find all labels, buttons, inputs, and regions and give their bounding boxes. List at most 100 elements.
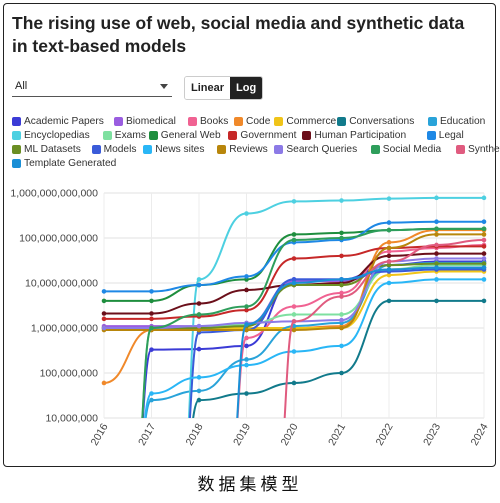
data-point	[291, 319, 297, 324]
data-point	[481, 251, 487, 256]
data-point	[101, 380, 107, 386]
data-point	[244, 211, 249, 216]
legend-item[interactable]: Academic Papers	[12, 116, 104, 127]
legend-label: General Web	[160, 130, 221, 141]
data-point	[481, 298, 487, 304]
data-point	[434, 261, 439, 266]
data-point	[244, 357, 249, 362]
legend-swatch	[302, 131, 312, 140]
legend-item[interactable]: Legal	[426, 130, 464, 141]
legend-swatch	[228, 131, 238, 140]
legend-label: Models	[103, 144, 137, 155]
data-point	[149, 397, 154, 403]
legend-item[interactable]: Exams	[102, 130, 146, 141]
y-tick-label: 10,000,000	[45, 413, 98, 425]
legend-swatch	[143, 145, 153, 154]
legend-swatch	[456, 145, 465, 154]
legend-label: News sites	[155, 144, 205, 155]
legend-label: Conversations	[349, 116, 415, 127]
legend-item[interactable]: Commerce	[274, 116, 336, 127]
data-point	[101, 316, 107, 322]
data-point	[434, 226, 439, 232]
legend-item[interactable]: Books	[188, 116, 228, 127]
legend-label: Education	[440, 116, 486, 127]
legend-item[interactable]: Government	[228, 130, 296, 141]
data-point	[149, 298, 154, 304]
x-tick-label: 2020	[279, 421, 301, 447]
legend-item[interactable]: Synthetic	[456, 144, 500, 155]
data-point	[481, 265, 487, 270]
figure-caption: 数据集模型	[197, 475, 303, 495]
data-point	[101, 289, 107, 294]
data-point	[434, 298, 439, 304]
legend-item[interactable]: Encyclopedias	[12, 130, 90, 141]
data-point	[244, 322, 249, 327]
legend-label: Reviews	[229, 144, 268, 155]
y-tick-label: 1,000,000,000,000	[10, 188, 98, 200]
dataset-filter-dropdown[interactable]: All	[12, 77, 172, 97]
data-point	[196, 301, 202, 306]
data-point	[339, 290, 344, 296]
legend-label: Human Participation	[314, 130, 407, 141]
x-tick-label: 2018	[184, 421, 206, 447]
data-point	[481, 226, 487, 232]
legend-item[interactable]: Biomedical	[114, 116, 176, 127]
legend-swatch	[217, 145, 227, 154]
data-point	[244, 304, 249, 309]
legend-item[interactable]: Reviews	[217, 144, 268, 155]
data-point	[196, 375, 202, 380]
data-point	[244, 362, 249, 368]
legend-item[interactable]: Template Generated	[12, 158, 116, 169]
legend-item[interactable]: ML Datasets	[12, 144, 81, 155]
scale-log-button[interactable]: Log	[230, 77, 263, 99]
legend-swatch	[91, 145, 101, 154]
x-tick-label: 2017	[136, 421, 158, 447]
y-tick-label: 10,000,000,000	[25, 278, 98, 290]
legend-item[interactable]: Code	[234, 116, 270, 127]
data-point	[244, 287, 249, 293]
legend-item[interactable]: Education	[428, 116, 485, 127]
data-point	[291, 349, 297, 354]
data-point	[149, 311, 154, 316]
legend-item[interactable]: Social Media	[370, 144, 441, 155]
x-tick-label: 2023	[421, 421, 443, 447]
data-point	[339, 370, 344, 376]
legend-item[interactable]: Search Queries	[274, 144, 357, 155]
scale-toggle: Linear Log	[184, 76, 264, 100]
legend-item[interactable]: Human Participation	[302, 130, 406, 141]
legend-item[interactable]: News sites	[143, 144, 204, 155]
data-point	[481, 195, 487, 201]
data-point	[196, 282, 202, 288]
data-point	[244, 343, 249, 349]
data-point	[481, 261, 487, 266]
legend-label: Commerce	[286, 116, 337, 127]
scale-linear-button[interactable]: Linear	[185, 77, 231, 99]
data-point	[196, 327, 202, 333]
dataset-filter-value: All	[15, 80, 28, 92]
data-point	[434, 277, 439, 282]
series-line	[236, 243, 485, 418]
data-point	[386, 280, 392, 286]
data-point	[196, 323, 202, 329]
legend-swatch	[234, 117, 243, 126]
legend-swatch	[426, 131, 436, 140]
legend-swatch	[102, 131, 112, 140]
data-point	[244, 335, 249, 341]
legend-item[interactable]: Conversations	[337, 116, 414, 127]
series-line	[144, 278, 484, 418]
legend-label: Exams	[114, 130, 146, 141]
legend-label: Legal	[438, 130, 464, 141]
legend-swatch	[114, 117, 123, 126]
data-point	[291, 256, 297, 261]
data-point	[386, 220, 392, 225]
legend-item[interactable]: General Web	[148, 130, 221, 141]
legend-label: Government	[240, 130, 297, 141]
legend-swatch	[370, 145, 380, 154]
legend-item[interactable]: Models	[91, 144, 137, 155]
legend-label: ML Datasets	[24, 144, 81, 155]
data-point	[244, 327, 249, 333]
data-point	[434, 219, 439, 225]
data-point	[339, 325, 344, 331]
data-point	[434, 232, 439, 237]
